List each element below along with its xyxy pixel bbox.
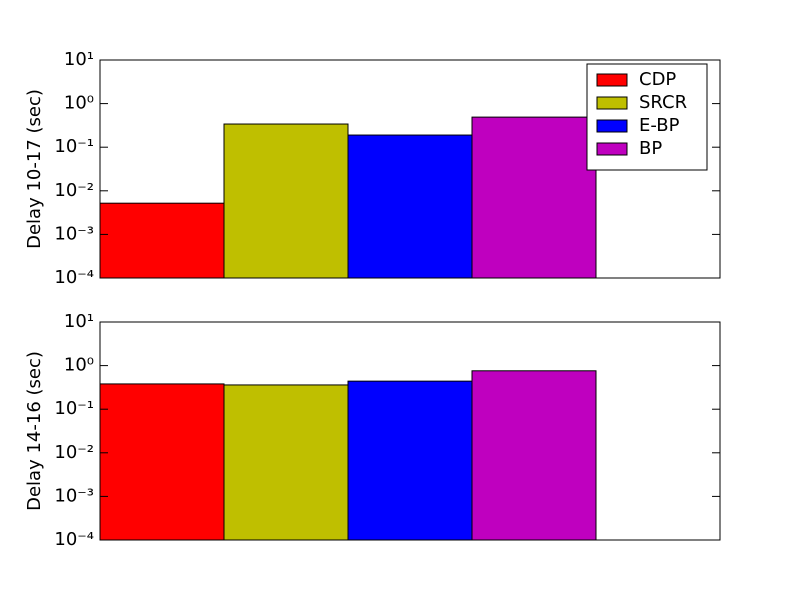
legend-swatch	[596, 96, 628, 110]
bar	[347, 380, 473, 541]
plot-frame	[99, 321, 721, 541]
y-tick-label: 10⁻³	[54, 223, 94, 244]
y-tick-label: 10⁻²	[54, 442, 94, 463]
bar	[223, 123, 349, 279]
legend-label: CDP	[639, 69, 676, 90]
y-tick-label: 10⁰	[64, 355, 94, 376]
y-tick-label: 10⁻³	[54, 485, 94, 506]
legend-swatch	[596, 119, 628, 133]
legend-label: SRCR	[639, 92, 687, 113]
y-axis-label: Delay 14-16 (sec)	[24, 351, 45, 511]
y-tick-label: 10⁻¹	[54, 398, 94, 419]
y-tick-label: 10⁻¹	[54, 136, 94, 157]
legend-swatch	[596, 142, 628, 156]
bar	[471, 116, 597, 279]
y-tick-label: 10¹	[64, 311, 94, 332]
plot-frame	[99, 59, 721, 279]
legend-swatch	[596, 73, 628, 87]
bar	[99, 202, 225, 279]
bar	[347, 134, 473, 279]
legend-label: E-BP	[639, 115, 680, 136]
y-tick-label: 10⁻⁴	[54, 529, 94, 550]
bar	[223, 384, 349, 541]
bar	[99, 383, 225, 541]
y-tick-label: 10⁰	[64, 93, 94, 114]
y-tick-label: 10¹	[64, 49, 94, 70]
y-tick-label: 10⁻⁴	[54, 267, 94, 288]
legend-label: BP	[639, 138, 662, 159]
bar	[471, 370, 597, 541]
y-axis-label: Delay 10-17 (sec)	[24, 89, 45, 249]
y-tick-label: 10⁻²	[54, 180, 94, 201]
